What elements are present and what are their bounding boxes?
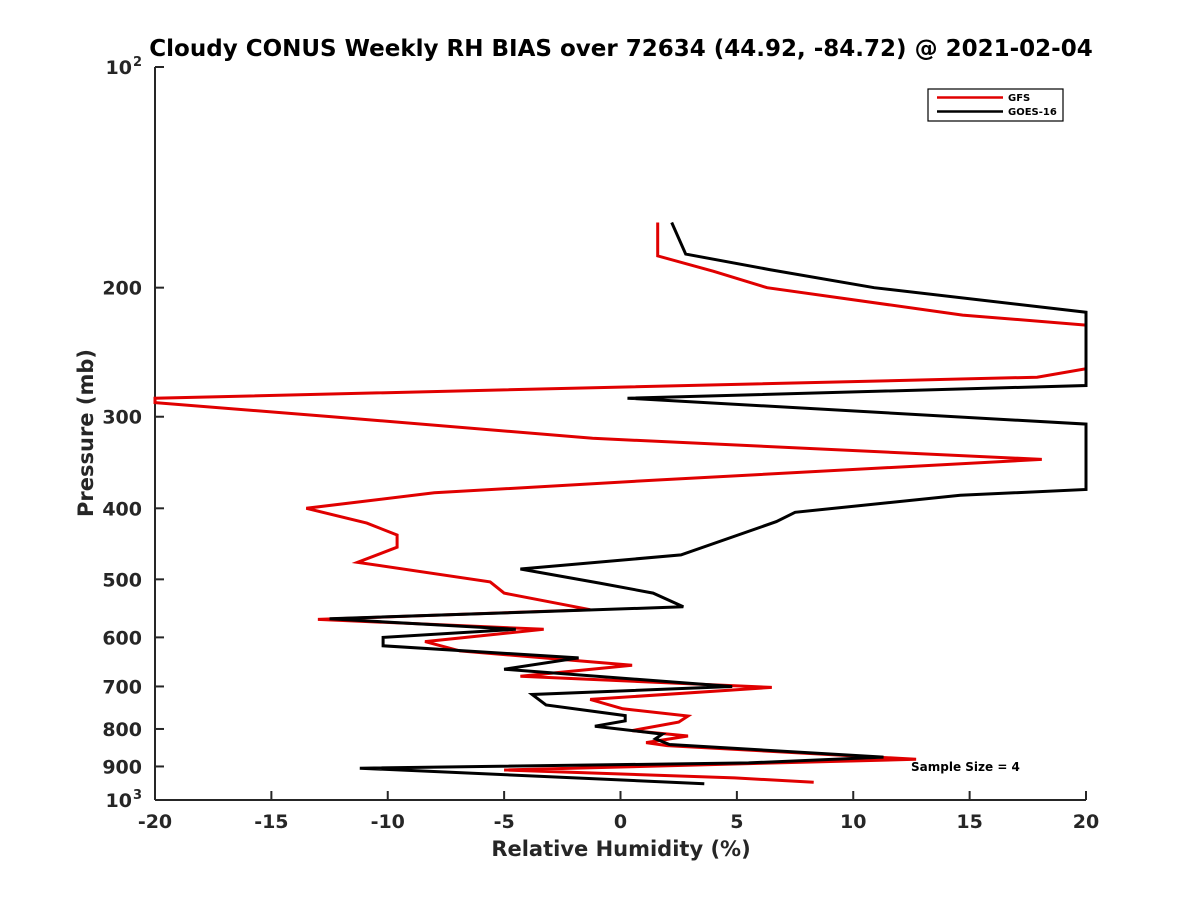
legend-label-gfs: GFS xyxy=(1008,93,1030,104)
y-tick-label: 10 xyxy=(106,57,132,79)
series-line-gfs xyxy=(153,222,1088,784)
sample-size-annotation: Sample Size = 4 xyxy=(911,760,1020,774)
legend: GFS GOES-16 xyxy=(927,88,1064,122)
x-tick-label: 0 xyxy=(614,811,627,833)
y-tick-label: 900 xyxy=(102,756,142,778)
data-series-group xyxy=(153,221,1088,786)
y-tick-label: 400 xyxy=(102,498,142,520)
y-tick-label: 600 xyxy=(102,627,142,649)
y-tick-exponent: 3 xyxy=(133,788,142,803)
x-tick-label: 20 xyxy=(1073,811,1099,833)
x-tick-label: 15 xyxy=(956,811,982,833)
x-axis-label: Relative Humidity (%) xyxy=(491,837,750,861)
x-tick-label: -15 xyxy=(254,811,288,833)
y-tick-label: 300 xyxy=(102,407,142,429)
x-tick-label: -20 xyxy=(138,811,172,833)
x-tick-label: 5 xyxy=(730,811,743,833)
y-axis-label: Pressure (mb) xyxy=(74,349,98,517)
series-line-goes16 xyxy=(329,221,1088,786)
y-tick-exponent: 2 xyxy=(133,55,142,70)
x-tick-label: -10 xyxy=(371,811,405,833)
y-tick-label: 800 xyxy=(102,719,142,741)
y-tick-label: 700 xyxy=(102,676,142,698)
x-tick-label: -5 xyxy=(494,811,515,833)
legend-label-goes16: GOES-16 xyxy=(1008,107,1057,118)
y-tick-label: 10 xyxy=(106,790,132,812)
y-tick-label: 500 xyxy=(102,569,142,591)
legend-box xyxy=(927,88,1064,122)
chart-title: Cloudy CONUS Weekly RH BIAS over 72634 (… xyxy=(149,36,1092,62)
x-tick-label: 10 xyxy=(840,811,866,833)
y-tick-label: 200 xyxy=(102,278,142,300)
